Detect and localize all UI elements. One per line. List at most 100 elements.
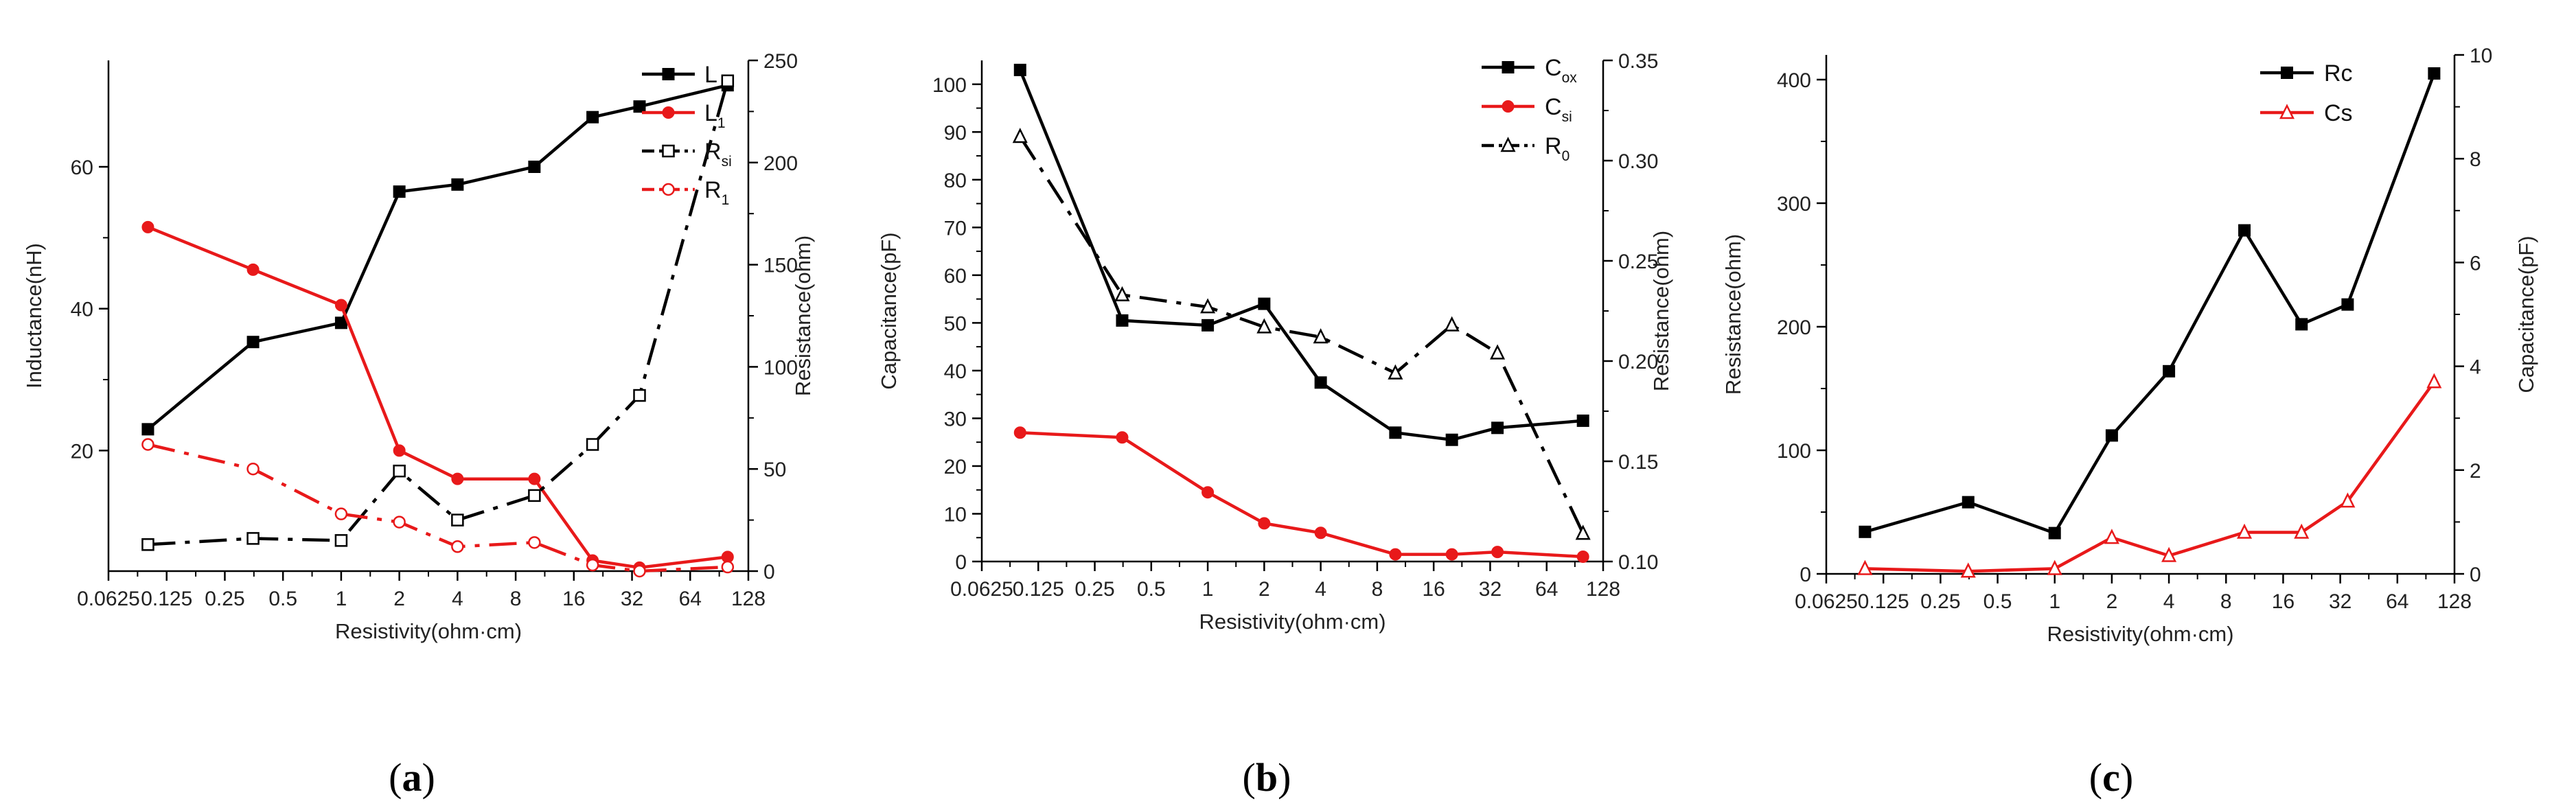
data-point bbox=[393, 516, 406, 529]
data-point bbox=[2161, 546, 2177, 562]
data-point bbox=[1389, 426, 1402, 439]
series-line bbox=[1018, 135, 1585, 535]
data-point bbox=[1258, 297, 1271, 310]
x-tick-label: 0.5 bbox=[268, 588, 297, 610]
left-y-tick-label: 30 bbox=[944, 408, 967, 430]
data-point bbox=[1962, 496, 1975, 509]
legend-label: L1 bbox=[704, 100, 726, 131]
data-point bbox=[246, 462, 260, 476]
data-point bbox=[334, 316, 347, 329]
right-y-tick-label: 10 bbox=[2470, 45, 2492, 67]
data-point bbox=[1314, 376, 1327, 389]
x-tick-label: 0.25 bbox=[1920, 590, 1960, 613]
x-tick-label: 0.125 bbox=[1858, 590, 1909, 613]
data-point bbox=[1256, 318, 1272, 334]
panel-caption-letter: c bbox=[2102, 755, 2120, 800]
legend-marker bbox=[662, 144, 675, 158]
data-point bbox=[2163, 364, 2176, 378]
data-point bbox=[1859, 525, 1872, 538]
right-y-tick-label: 6 bbox=[2470, 252, 2481, 275]
series-c-ox bbox=[1013, 63, 1589, 446]
data-point bbox=[721, 74, 735, 88]
x-tick-label: 32 bbox=[621, 588, 643, 610]
data-point bbox=[586, 438, 599, 451]
panel-caption: (a) bbox=[389, 755, 435, 800]
right-y-tick-label: 0.35 bbox=[1618, 50, 1658, 73]
data-point bbox=[1013, 426, 1026, 439]
x-tick-label: 0.0625 bbox=[77, 588, 140, 610]
right-y-axis-title: Capacitance(pF) bbox=[2514, 235, 2538, 393]
data-point bbox=[528, 161, 541, 173]
data-point bbox=[1389, 548, 1402, 561]
panel-caption: (c) bbox=[2089, 755, 2133, 800]
series-r-si bbox=[141, 74, 735, 551]
left-y-tick-label: 20 bbox=[944, 456, 967, 478]
data-point bbox=[633, 564, 646, 578]
right-y-tick-label: 50 bbox=[763, 459, 786, 481]
legend-label-name: Rc bbox=[2324, 60, 2353, 86]
legend-marker bbox=[662, 68, 675, 80]
data-point bbox=[2104, 529, 2119, 544]
panel-caption-letter: b bbox=[1256, 755, 1278, 800]
left-y-tick-label: 80 bbox=[944, 170, 967, 192]
legend-marker bbox=[1500, 137, 1516, 152]
data-point bbox=[1314, 526, 1327, 540]
data-point bbox=[1576, 414, 1589, 427]
data-point bbox=[141, 438, 154, 451]
data-point bbox=[2047, 559, 2062, 575]
data-point bbox=[1857, 559, 1873, 575]
right-y-tick-label: 0.20 bbox=[1618, 351, 1658, 373]
left-y-tick-label: 60 bbox=[944, 265, 967, 288]
data-point bbox=[1490, 344, 1506, 360]
legend-marker bbox=[2281, 67, 2293, 79]
x-tick-label: 128 bbox=[1586, 578, 1620, 601]
right-y-axis-title: Resistance(ohm) bbox=[791, 235, 815, 396]
right-y-tick-label: 8 bbox=[2470, 148, 2481, 171]
x-tick-label: 16 bbox=[1422, 578, 1445, 601]
data-point bbox=[1012, 128, 1028, 143]
data-point bbox=[393, 185, 406, 198]
legend-label: Rc bbox=[2324, 60, 2353, 86]
x-tick-label: 2 bbox=[2106, 590, 2118, 613]
x-axis-title: Resistivity(ohm·cm) bbox=[335, 619, 522, 643]
legend-label-name: L bbox=[704, 62, 717, 88]
right-y-tick-label: 2 bbox=[2470, 460, 2481, 483]
data-point bbox=[1200, 298, 1216, 314]
legend-marker bbox=[1502, 61, 1515, 73]
data-point bbox=[2341, 298, 2354, 311]
data-point bbox=[141, 423, 154, 436]
series-l bbox=[141, 79, 734, 436]
left-y-tick-label: 0 bbox=[1799, 564, 1811, 586]
series-line bbox=[148, 80, 729, 546]
data-point bbox=[2340, 492, 2356, 508]
legend-label-name: Cs bbox=[2324, 100, 2353, 126]
legend-marker bbox=[662, 183, 675, 196]
legend-label: Rsi bbox=[704, 139, 732, 170]
legend-label-name: R bbox=[704, 177, 722, 203]
legend: Rc Cs bbox=[2260, 60, 2353, 126]
data-point bbox=[451, 178, 464, 191]
data-point bbox=[2294, 523, 2310, 539]
series-line bbox=[147, 84, 728, 431]
x-tick-label: 4 bbox=[1315, 578, 1326, 601]
x-tick-label: 0.0625 bbox=[1795, 590, 1858, 613]
data-point bbox=[586, 111, 599, 124]
data-point bbox=[2238, 224, 2251, 237]
data-point bbox=[721, 560, 735, 574]
data-point bbox=[1576, 551, 1589, 564]
right-y-tick-label: 0.15 bbox=[1618, 451, 1658, 474]
right-y-tick-label: 4 bbox=[2470, 356, 2481, 379]
legend-label-subscript: si bbox=[722, 154, 732, 170]
data-point bbox=[1445, 548, 1458, 561]
data-point bbox=[1258, 517, 1271, 530]
legend-label: Cs bbox=[2324, 100, 2353, 126]
data-point bbox=[334, 534, 348, 547]
data-point bbox=[1201, 486, 1215, 499]
series-line bbox=[147, 443, 728, 573]
left-y-tick-label: 20 bbox=[71, 440, 93, 463]
legend-label-name: C bbox=[1545, 94, 1562, 120]
legend-label-subscript: si bbox=[1562, 109, 1572, 125]
data-point bbox=[1388, 364, 1403, 380]
data-point bbox=[1960, 562, 1976, 578]
